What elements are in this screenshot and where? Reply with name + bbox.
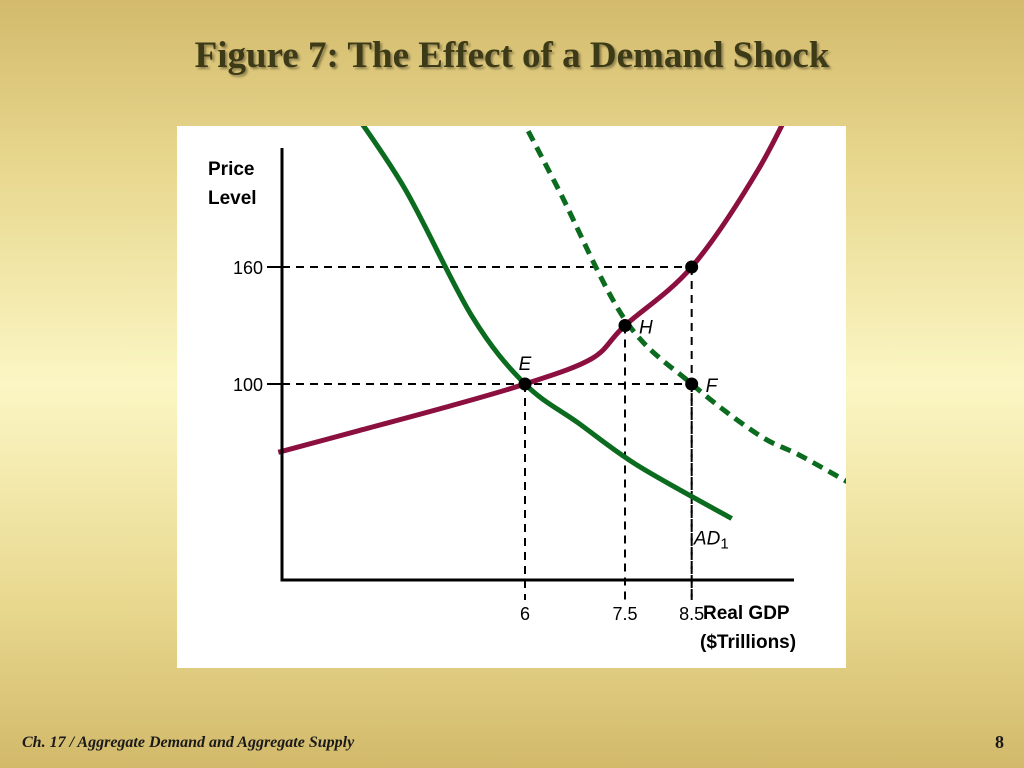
point-h — [618, 319, 632, 332]
y-axis-label-line1: Price — [208, 159, 254, 180]
x-tick-label-8-5: 8.5 — [679, 604, 704, 624]
curve-ad2 — [522, 126, 846, 484]
point-f — [685, 377, 699, 391]
slide-title: Figure 7: The Effect of a Demand Shock — [194, 35, 830, 76]
x-axis-label-line2: ($Trillions) — [700, 632, 796, 653]
curve-ad1 — [360, 126, 733, 521]
equilibrium-points — [518, 260, 699, 391]
y-axis-label-line2: Level — [208, 188, 257, 209]
labels: Price Level Real GDP ($Trillions) ASAD1A… — [208, 159, 796, 653]
x-axis-label-line1: Real GDP — [703, 603, 790, 624]
chart: 100 160 6 7.5 8.5 Price Level Real GDP ($Tri… — [208, 126, 846, 653]
point-label-h: H — [639, 318, 653, 339]
page-number: 8 — [995, 732, 1004, 752]
y-tick-label-100: 100 — [233, 375, 263, 395]
y-tick-label-160: 160 — [233, 258, 263, 278]
curves — [277, 126, 846, 521]
ticks: 100 160 6 7.5 8.5 — [233, 258, 704, 624]
point-label-e: E — [519, 354, 532, 375]
axes — [280, 148, 794, 582]
chart-panel: 100 160 6 7.5 8.5 Price Level Real GDP ($Tri… — [177, 126, 846, 668]
x-tick-label-7-5: 7.5 — [612, 604, 637, 624]
guide-lines — [282, 266, 693, 600]
x-tick-label-6: 6 — [520, 604, 530, 624]
footer-chapter: Ch. 17 / Aggregate Demand and Aggregate … — [22, 734, 355, 751]
point-e — [518, 377, 532, 391]
point-top — [685, 260, 699, 274]
series-label-ad1: AD1 — [693, 529, 729, 553]
point-label-f: F — [706, 376, 719, 397]
curve-as — [277, 126, 785, 455]
